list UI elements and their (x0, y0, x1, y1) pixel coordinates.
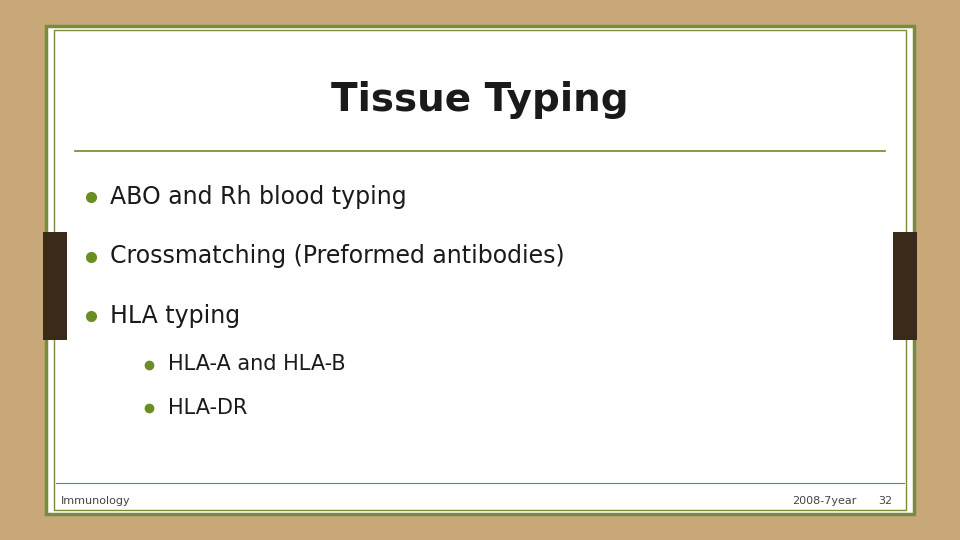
Bar (54, 30, 906, 510)
Text: HLA typing: HLA typing (110, 304, 241, 328)
Text: Tissue Typing: Tissue Typing (331, 81, 629, 119)
Text: Crossmatching (Preformed antibodies): Crossmatching (Preformed antibodies) (110, 245, 565, 268)
Bar (893, 232, 917, 340)
Bar (43, 232, 67, 340)
Text: 2008-7year: 2008-7year (792, 496, 856, 506)
Text: HLA-DR: HLA-DR (168, 397, 248, 418)
Text: Immunology: Immunology (60, 496, 131, 506)
Text: ABO and Rh blood typing: ABO and Rh blood typing (110, 185, 407, 209)
Text: 32: 32 (878, 496, 893, 506)
Text: HLA-A and HLA-B: HLA-A and HLA-B (168, 354, 346, 375)
